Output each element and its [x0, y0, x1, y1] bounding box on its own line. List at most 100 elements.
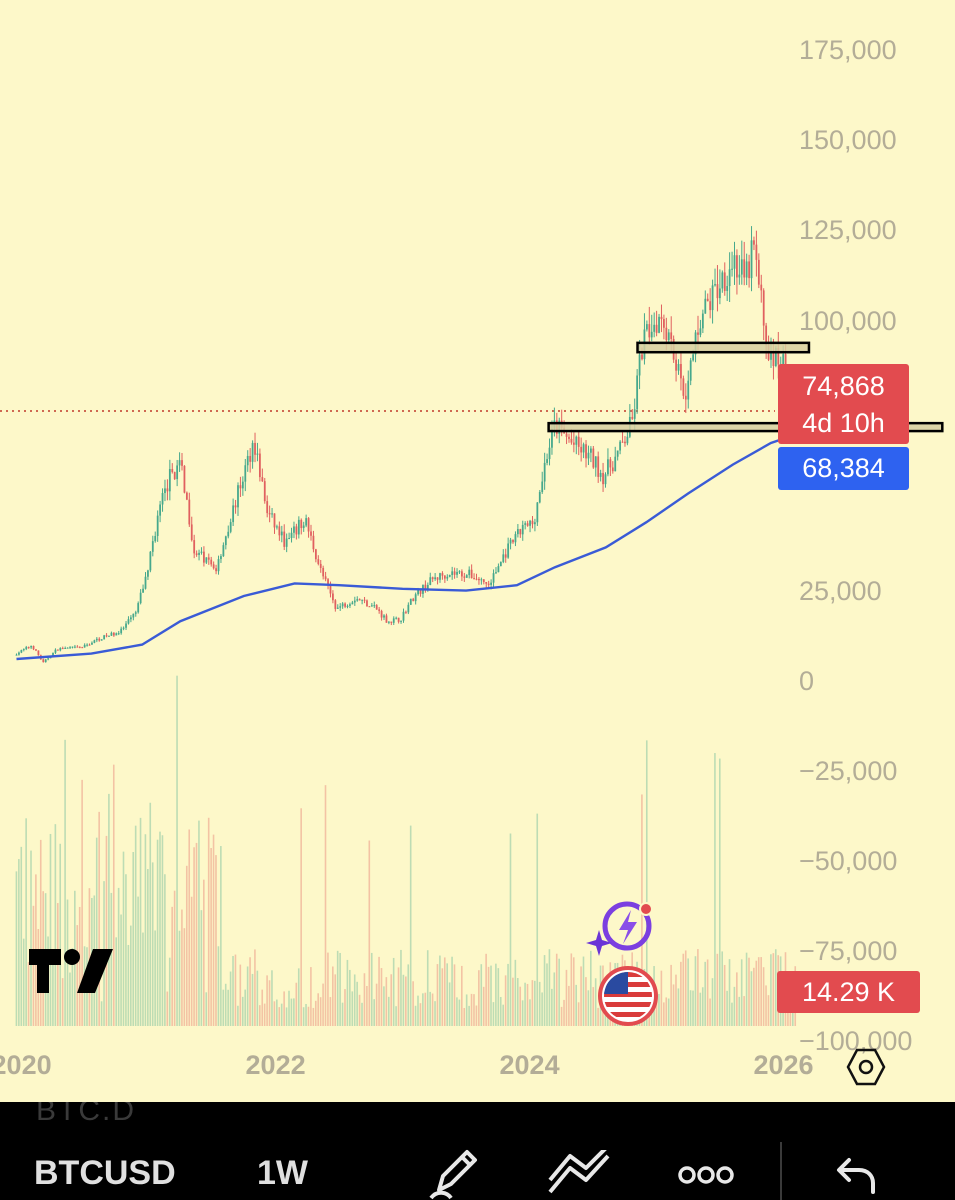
- candle-body: [74, 646, 76, 648]
- volume-bar: [582, 956, 585, 1026]
- volume-tag[interactable]: 14.29 K: [777, 971, 920, 1013]
- candle-body: [61, 648, 64, 650]
- volume-bar: [263, 1003, 266, 1026]
- volume-bar: [546, 963, 548, 1026]
- candle-body: [263, 481, 266, 502]
- volume-bar: [402, 974, 405, 1026]
- current-price-value: 74,868: [802, 371, 885, 401]
- candle-body: [667, 332, 670, 341]
- candle-body: [677, 364, 680, 371]
- candle-body: [130, 617, 132, 620]
- support-zone[interactable]: [636, 341, 811, 354]
- volume-bar: [502, 1004, 504, 1026]
- volume-bar: [115, 937, 117, 1026]
- candle-body: [633, 409, 636, 419]
- volume-bar: [383, 986, 385, 1026]
- support-zones[interactable]: [547, 341, 944, 433]
- chart-area[interactable]: 175,000 150,000 125,000 100,000 25,000 0…: [0, 0, 955, 1102]
- candle-body: [368, 606, 371, 608]
- volume-bar: [224, 983, 227, 1026]
- candle-body: [305, 518, 308, 526]
- candle-body: [127, 619, 130, 624]
- volume-bar: [232, 955, 234, 1026]
- candle-body: [183, 465, 186, 493]
- candle-body: [246, 455, 249, 466]
- bottom-toolbar: BTC.D BTCUSD 1W: [0, 1102, 955, 1200]
- candle-body: [446, 576, 449, 579]
- candle-body: [168, 469, 171, 492]
- candle-body: [290, 532, 293, 539]
- candle-body: [419, 589, 422, 594]
- volume-bar: [667, 998, 670, 1026]
- volume-bar: [139, 817, 142, 1026]
- volume-bar: [220, 846, 222, 1026]
- candles: [15, 226, 797, 663]
- volume-bar: [731, 1002, 733, 1026]
- multi-line-icon[interactable]: [546, 1144, 612, 1200]
- volume-bar: [249, 957, 251, 1026]
- candle-body: [195, 553, 198, 555]
- volume-bar: [524, 982, 526, 1026]
- candle-body: [322, 567, 325, 577]
- volume-bar: [675, 974, 677, 1026]
- volume-bar: [470, 993, 473, 1026]
- volume-bar: [426, 950, 429, 1026]
- volume-bar: [241, 996, 244, 1026]
- pencil-icon[interactable]: [425, 1142, 485, 1200]
- volume-bar: [750, 971, 753, 1026]
- price-chart[interactable]: [0, 0, 955, 1102]
- undo-icon[interactable]: [835, 1156, 877, 1199]
- volume-bar: [268, 980, 271, 1026]
- support-zone[interactable]: [547, 421, 944, 433]
- candle-body: [76, 646, 79, 648]
- candle-body: [619, 441, 622, 451]
- volume-bar: [18, 859, 20, 1026]
- symbol-button[interactable]: BTCUSD: [34, 1154, 176, 1192]
- candle-body: [81, 647, 84, 649]
- volume-bar: [534, 980, 536, 1026]
- volume-bar: [409, 825, 412, 1026]
- volume-bar: [127, 944, 130, 1026]
- volume-bar: [117, 887, 120, 1026]
- volume-bar: [283, 991, 285, 1026]
- more-dots-icon[interactable]: [678, 1164, 734, 1191]
- current-price-tag[interactable]: 74,868 4d 10h: [778, 364, 909, 444]
- candle-body: [716, 284, 719, 299]
- candle-body: [589, 448, 592, 453]
- moving-average-tag[interactable]: 68,384: [778, 447, 909, 490]
- candle-body: [482, 579, 485, 583]
- settings-hexagon-icon[interactable]: [846, 1047, 886, 1092]
- volume-bar: [672, 984, 675, 1026]
- volume-bar: [203, 879, 205, 1026]
- y-tick-label: 150,000: [799, 125, 897, 156]
- candle-body: [176, 465, 179, 480]
- volume-bar: [234, 954, 237, 1026]
- volume-bar: [310, 967, 312, 1026]
- candle-body: [663, 319, 665, 328]
- volume-bar: [156, 839, 159, 1026]
- volume-bar: [587, 990, 590, 1026]
- volume-bar: [210, 848, 212, 1026]
- volume-bar: [130, 925, 132, 1026]
- candle-body: [273, 513, 276, 528]
- candle-body: [254, 442, 256, 455]
- volume-bar: [485, 953, 487, 1026]
- volume-bar: [392, 957, 395, 1026]
- us-flag-icon[interactable]: [598, 966, 658, 1031]
- candle-body: [98, 638, 101, 641]
- tradingview-logo: [27, 945, 115, 1000]
- y-tick-label: 0: [799, 665, 815, 696]
- candle-body: [358, 599, 361, 601]
- volume-bar: [27, 962, 30, 1026]
- candle-body: [361, 599, 364, 601]
- candle-body: [580, 446, 583, 453]
- volume-bar: [132, 852, 135, 1026]
- candle-body: [507, 543, 510, 558]
- spark-icon[interactable]: [585, 900, 659, 961]
- volume-bar: [217, 946, 220, 1026]
- candle-body: [548, 447, 551, 460]
- interval-button[interactable]: 1W: [257, 1154, 308, 1192]
- candle-body: [64, 647, 67, 649]
- volume-bar: [529, 999, 531, 1026]
- volume-bar: [441, 968, 444, 1026]
